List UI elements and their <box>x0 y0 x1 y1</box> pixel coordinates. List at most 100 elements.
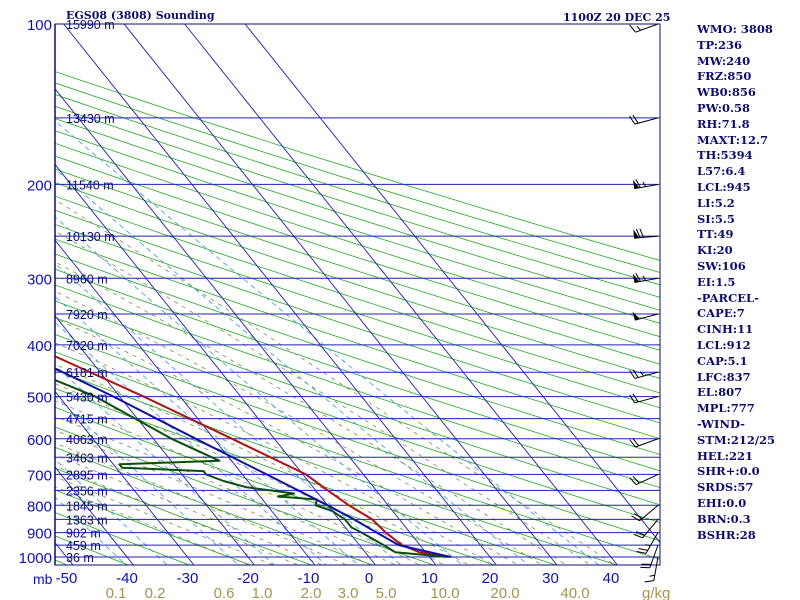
moist-adiabat-line <box>55 342 495 565</box>
isotherm-line <box>123 24 558 565</box>
index-line: EHI:0.0 <box>697 495 747 510</box>
moist-adiabat-line <box>55 317 519 565</box>
dry-adiabat-line <box>55 489 252 565</box>
dry-adiabat-line <box>55 168 660 365</box>
isotherm-line <box>55 390 195 565</box>
mixing-ratio-line <box>55 296 360 565</box>
mixing-ratio-label: 10.0 <box>430 585 459 600</box>
index-line: FRZ:850 <box>697 69 752 84</box>
height-label: 15990 m <box>66 18 115 32</box>
height-label: 11540 m <box>66 178 114 192</box>
index-line: SW:106 <box>697 258 746 273</box>
mixing-ratio-label: 0.1 <box>106 585 127 600</box>
dry-adiabat-line <box>55 268 660 472</box>
height-label: 1363 m <box>66 513 108 527</box>
dry-adiabat-line <box>55 82 660 273</box>
mixing-ratio-line <box>55 496 127 565</box>
index-line: SHR+:0.0 <box>697 464 760 479</box>
isotherm-line <box>0 24 15 568</box>
dry-adiabat-line <box>55 300 660 506</box>
sounding-profile-line <box>55 367 451 558</box>
dry-adiabat-line <box>55 426 435 565</box>
temperature-tick-label: 0 <box>365 570 373 587</box>
pressure-tick-label: 500 <box>27 390 52 407</box>
index-line: -PARCEL- <box>697 290 759 305</box>
dry-adiabat-line <box>55 387 558 565</box>
dry-adiabat-line <box>55 467 313 565</box>
height-label: 10130 m <box>66 230 115 244</box>
dry-adiabat-line <box>55 223 660 424</box>
dry-adiabat-line <box>55 195 660 394</box>
index-line: MPL:777 <box>697 401 755 416</box>
height-label: 5430 m <box>66 391 108 405</box>
moist-adiabat-line <box>55 261 568 565</box>
dry-adiabat-line <box>55 369 619 565</box>
height-label: 4715 m <box>66 413 108 427</box>
wind-barb <box>640 544 659 569</box>
mixing-ratio-line <box>55 321 327 565</box>
height-label: 2895 m <box>66 468 108 482</box>
mixing-ratio-line <box>55 364 275 565</box>
height-label: 6181 m <box>66 366 108 380</box>
mixing-ratio-line <box>55 168 530 565</box>
isotherm-line <box>55 315 255 565</box>
pressure-tick-label: 1000 <box>19 550 52 567</box>
dry-adiabat-line <box>55 71 660 261</box>
dry-adiabat-line <box>55 512 191 565</box>
index-line: BSHR:28 <box>697 527 756 542</box>
index-line: PW:0.58 <box>697 100 751 115</box>
isotherm-line <box>63 24 497 565</box>
sounding-profile-line <box>55 378 448 558</box>
dry-adiabat-line <box>55 105 660 298</box>
temperature-tick-label: 10 <box>421 570 438 587</box>
dry-adiabat-line <box>55 334 660 542</box>
moist-adiabat-line <box>55 429 372 565</box>
plot-frame <box>54 23 661 566</box>
height-label: 1845 m <box>66 499 108 513</box>
isobars <box>55 23 660 558</box>
pressure-unit-label: mb <box>33 571 53 587</box>
index-line: MAXT:12.7 <box>697 132 768 147</box>
index-line: LI:5.2 <box>697 195 735 210</box>
isotherm-line <box>55 466 134 565</box>
index-line: MW:240 <box>697 53 751 68</box>
temperature-tick-label: 20 <box>482 570 499 587</box>
index-line: SRDS:57 <box>697 480 754 495</box>
dry-adiabat-line <box>55 406 497 565</box>
index-line: TP:236 <box>697 37 743 52</box>
height-label: 7920 m <box>66 308 108 322</box>
mixing-ratio-line <box>55 458 168 565</box>
wind-barbs <box>629 23 659 583</box>
dry-adiabat-line <box>55 238 660 440</box>
index-line: SI:5.5 <box>697 211 735 226</box>
mixing-ratio-unit-label: g/kg <box>642 585 670 600</box>
wind-barb <box>629 23 659 33</box>
index-line: STM:212/25 <box>697 432 776 447</box>
index-line: LCL:945 <box>697 179 751 194</box>
dry-adiabat-line <box>55 284 660 489</box>
mixing-ratio-line <box>55 395 239 565</box>
chart-title: EGS08 (3808) Sounding <box>66 9 215 22</box>
moist-adiabat-line <box>55 363 470 565</box>
wind-barb <box>636 532 659 554</box>
height-label: 3463 m <box>66 451 108 465</box>
height-label: 2356 m <box>66 484 108 498</box>
wind-barb <box>629 437 659 448</box>
moist-adiabat-line <box>55 400 421 565</box>
dry-adiabat-line <box>55 130 660 324</box>
isotherm-line <box>244 24 660 544</box>
isotherm-line <box>55 239 316 565</box>
wind-barb <box>632 311 659 321</box>
mixing-ratio-label: 3.0 <box>338 585 359 600</box>
index-line: -WIND- <box>697 416 745 431</box>
index-line: WB0:856 <box>697 85 756 100</box>
wind-barb <box>629 114 659 125</box>
temperature-tick-label: -10 <box>298 570 320 587</box>
index-line: KI:20 <box>697 243 733 258</box>
dry-adiabat-line <box>55 118 660 311</box>
index-line: LCL:912 <box>697 337 751 352</box>
height-label: 8960 m <box>66 272 108 286</box>
dry-adiabat-line <box>55 209 660 409</box>
